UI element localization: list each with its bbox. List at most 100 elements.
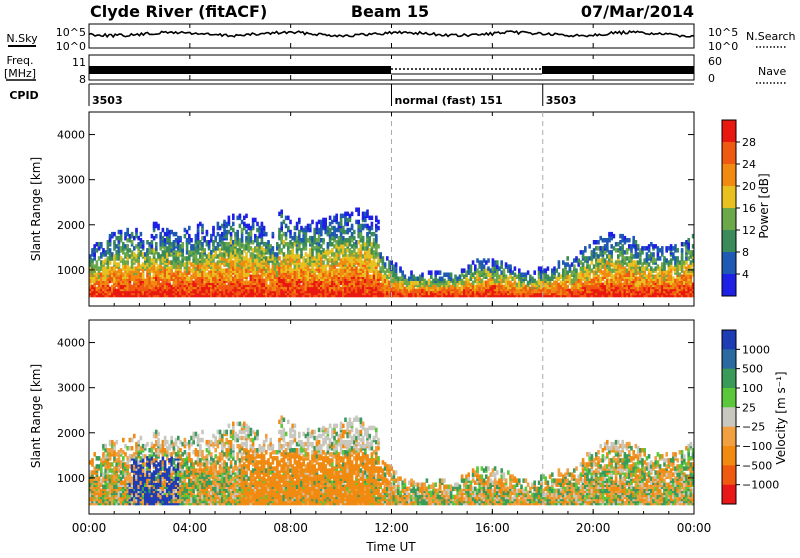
heatmap-cell (395, 273, 398, 278)
heatmap-cell (186, 246, 189, 251)
nave-tick-top: 60 (708, 55, 722, 68)
heatmap-cell (201, 242, 204, 247)
heatmap-cell (355, 244, 358, 249)
heatmap-cell (368, 236, 371, 241)
heatmap-cell (131, 240, 134, 245)
heatmap-cell (217, 222, 220, 227)
freq-label: Freq. (6, 54, 33, 67)
heatmap-cell (109, 248, 112, 253)
heatmap-cell (613, 234, 616, 239)
freq-band-b (542, 66, 694, 74)
heatmap-cell (525, 277, 528, 282)
heatmap-cell (126, 260, 129, 265)
heatmap-cell (212, 226, 215, 231)
heatmap-cell (690, 279, 693, 284)
heatmap-cell (676, 256, 679, 261)
heatmap-cell (298, 218, 301, 223)
heatmap-cell (287, 216, 290, 221)
nsky-trace (89, 31, 694, 37)
heatmap-cell (371, 226, 374, 231)
heatmap-cell (232, 222, 235, 227)
heatmap-cell (272, 232, 275, 237)
heatmap-cell (197, 228, 200, 233)
nsearch-tick-bottom: 10^0 (708, 40, 738, 53)
heatmap-cell (177, 256, 180, 261)
heatmap-cell (663, 266, 666, 271)
heatmap-cell (575, 268, 578, 273)
heatmap-cell (661, 246, 664, 251)
heatmap-cell (267, 264, 270, 269)
nsky-tick-top: 10^5 (56, 26, 86, 39)
colorbar-tick-label-6: 4 (742, 268, 749, 281)
heatmap-cell (113, 232, 116, 237)
heatmap-cell (280, 214, 283, 219)
heatmap-cell (687, 242, 690, 247)
heatmap-cell (566, 256, 569, 261)
heatmap-cell (382, 256, 385, 261)
heatmap-cell (261, 222, 264, 227)
freq-tick-top: 11 (72, 56, 86, 69)
heatmap-cell (357, 212, 360, 217)
heatmap-cell (126, 244, 129, 249)
heatmap-cell (399, 266, 402, 271)
heatmap-cell (311, 252, 314, 257)
heatmap-cell (157, 224, 160, 229)
heatmap-cell (353, 230, 356, 235)
heatmap-cell (214, 236, 217, 241)
heatmap-cell (93, 252, 96, 257)
heatmap-cell (320, 244, 323, 249)
date-title: 07/Mar/2014 (581, 2, 694, 21)
heatmap-cell (118, 262, 121, 267)
heatmap-cell (135, 228, 138, 233)
heatmap-cell (357, 220, 360, 225)
heatmap-cell (470, 264, 473, 269)
heatmap-cell (558, 260, 561, 265)
colorbar-tick-label-4: 12 (742, 224, 756, 237)
heatmap-cell (300, 252, 303, 257)
heatmap-cell (371, 222, 374, 227)
heatmap-cell (610, 254, 613, 259)
heatmap-cell (342, 226, 345, 231)
heatmap-cell (430, 270, 433, 275)
heatmap-cell (597, 240, 600, 245)
cpid-label-2: 3503 (546, 94, 577, 107)
freq-tick-bottom: 8 (79, 73, 86, 86)
heatmap-cell (228, 220, 231, 225)
colorbar-swatch (722, 230, 736, 253)
heatmap-cell (632, 236, 635, 241)
heatmap-cell (118, 252, 121, 257)
y-tick-label-1: 2000 (57, 219, 85, 232)
heatmap-cell (309, 228, 312, 233)
heatmap-cell (681, 254, 684, 259)
heatmap-cell (630, 248, 633, 253)
colorbar-swatch (722, 120, 736, 143)
heatmap-cell (228, 216, 231, 221)
heatmap-cell (289, 220, 292, 225)
heatmap-cell (186, 230, 189, 235)
heatmap-cell (236, 230, 239, 235)
heatmap-cell (366, 210, 369, 215)
heatmap-cell (661, 250, 664, 255)
heatmap-cell (483, 264, 486, 269)
heatmap-cell (181, 252, 184, 257)
heatmap-cell (657, 252, 660, 257)
colorbar-tick-label-3: 16 (742, 202, 756, 215)
heatmap-cell (674, 244, 677, 249)
heatmap-cell (496, 260, 499, 265)
heatmap-cell (93, 452, 96, 457)
heatmap-cell (289, 230, 292, 235)
heatmap-cell (305, 234, 308, 239)
heatmap-cell (351, 212, 354, 217)
heatmap-cell (283, 220, 286, 225)
heatmap-cell (212, 258, 215, 263)
heatmap-cell (503, 268, 506, 273)
heatmap-cell (606, 246, 609, 251)
heatmap-cell (335, 214, 338, 219)
heatmap-cell (401, 270, 404, 275)
heatmap-cell (439, 270, 442, 275)
heatmap-cell (131, 232, 134, 237)
heatmap-cell (635, 240, 638, 245)
heatmap-cell (681, 248, 684, 253)
